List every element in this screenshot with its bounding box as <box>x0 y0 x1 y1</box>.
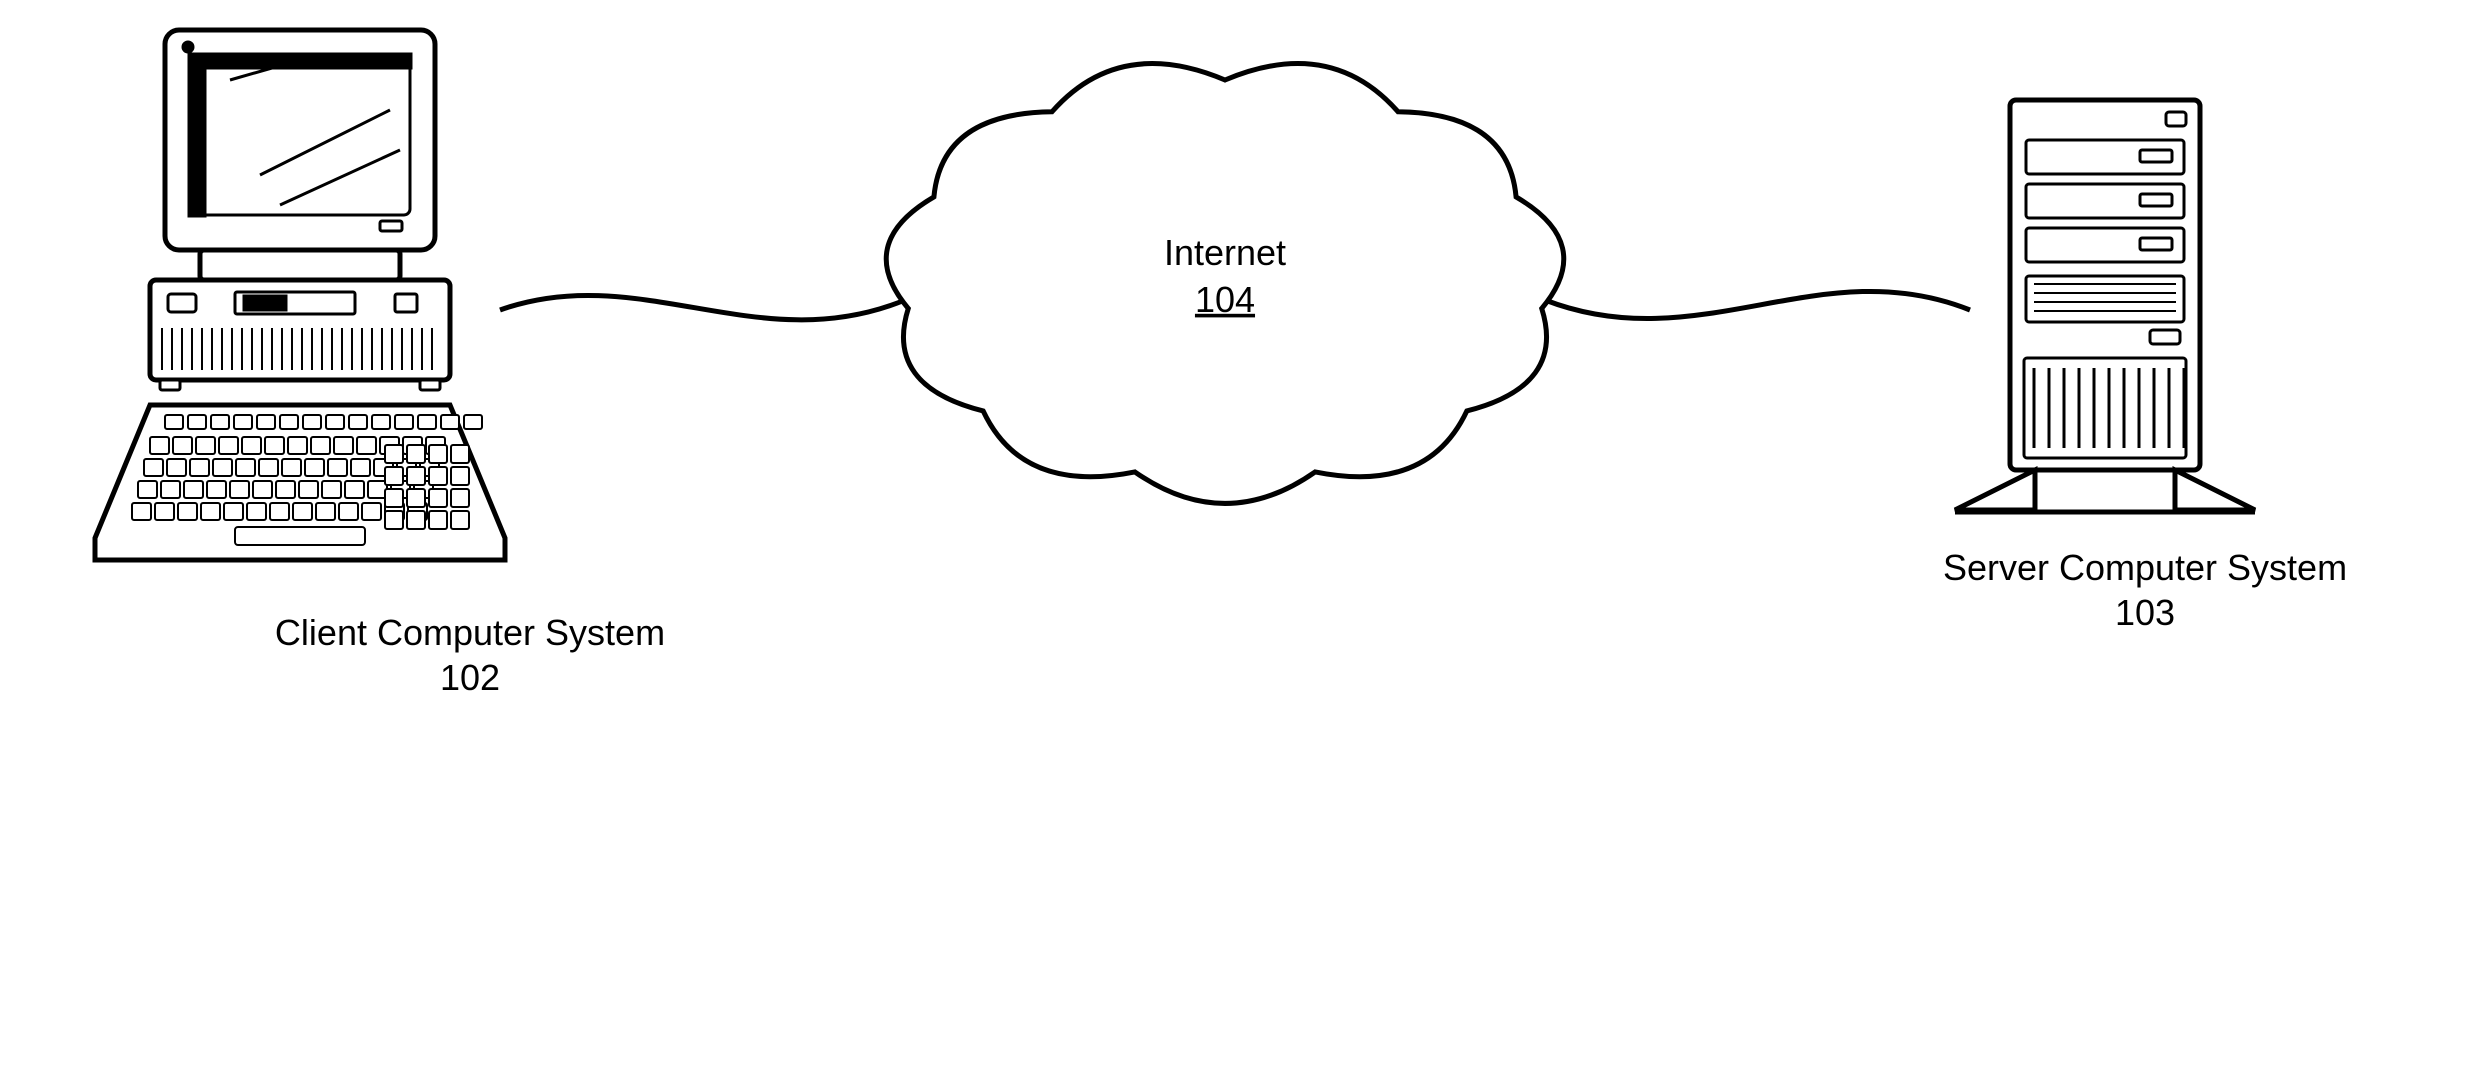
edge-cloud-server <box>1545 291 1970 318</box>
client-computer-icon <box>95 30 505 560</box>
edge-client-cloud <box>500 295 905 319</box>
server-computer-icon <box>1955 100 2255 512</box>
client-label: Client Computer System 102 <box>260 610 680 700</box>
client-label-text: Client Computer System <box>260 610 680 655</box>
server-ref: 103 <box>1920 590 2370 635</box>
server-label: Server Computer System 103 <box>1920 545 2370 635</box>
client-ref: 102 <box>260 655 680 700</box>
cloud-label: Internet <box>1164 232 1286 273</box>
server-label-text: Server Computer System <box>1920 545 2370 590</box>
cloud-ref: 104 <box>1195 279 1255 320</box>
internet-cloud: Internet 104 <box>886 64 1564 504</box>
